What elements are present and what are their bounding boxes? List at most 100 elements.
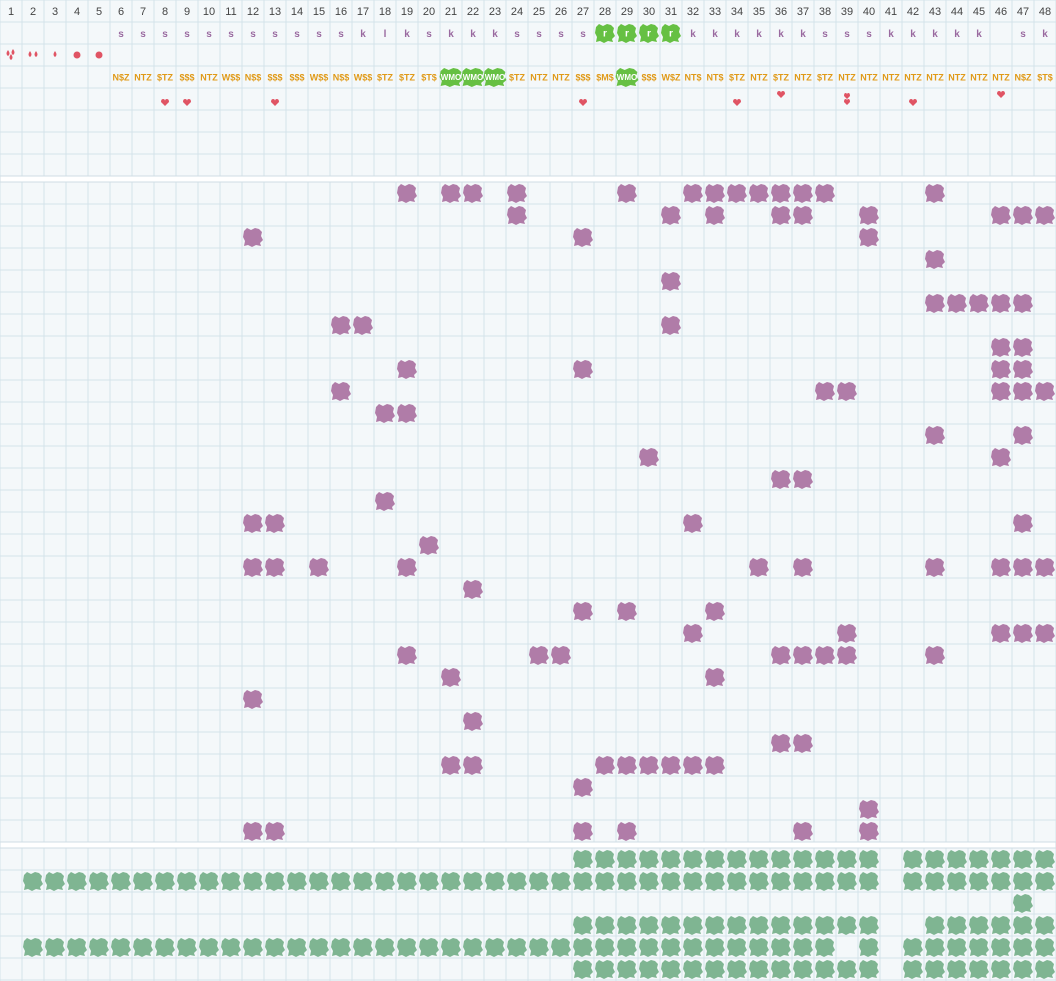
green-block[interactable] [485, 938, 505, 957]
green-block[interactable] [859, 850, 879, 869]
purple-block[interactable] [309, 558, 329, 577]
green-block[interactable] [903, 938, 923, 957]
purple-block[interactable] [1035, 206, 1055, 225]
purple-block[interactable] [815, 646, 835, 665]
green-block[interactable] [89, 938, 109, 957]
purple-block[interactable] [639, 756, 659, 775]
green-block[interactable] [749, 850, 769, 869]
green-block[interactable] [485, 872, 505, 891]
purple-block[interactable] [991, 558, 1011, 577]
green-block[interactable] [969, 916, 989, 935]
green-block[interactable] [529, 872, 549, 891]
green-block[interactable] [683, 872, 703, 891]
green-block[interactable] [947, 938, 967, 957]
green-block[interactable] [639, 916, 659, 935]
green-block[interactable] [903, 872, 923, 891]
green-block[interactable] [661, 938, 681, 957]
green-block[interactable] [419, 872, 439, 891]
green-block[interactable] [595, 938, 615, 957]
purple-block[interactable] [1013, 294, 1033, 313]
green-block[interactable] [67, 938, 87, 957]
purple-block[interactable] [749, 558, 769, 577]
purple-block[interactable] [991, 338, 1011, 357]
purple-block[interactable] [925, 184, 945, 203]
purple-block[interactable] [705, 184, 725, 203]
green-block[interactable] [991, 916, 1011, 935]
green-block[interactable] [375, 938, 395, 957]
purple-block[interactable] [573, 778, 593, 797]
green-block[interactable] [837, 850, 857, 869]
purple-block[interactable] [661, 272, 681, 291]
green-block[interactable] [903, 850, 923, 869]
green-block[interactable] [617, 872, 637, 891]
purple-block[interactable] [991, 624, 1011, 643]
green-block[interactable] [1035, 938, 1055, 957]
green-block[interactable] [991, 872, 1011, 891]
green-block[interactable] [463, 872, 483, 891]
green-block[interactable] [529, 938, 549, 957]
green-block[interactable] [793, 872, 813, 891]
green-block[interactable] [573, 916, 593, 935]
green-block[interactable] [683, 938, 703, 957]
purple-block[interactable] [925, 558, 945, 577]
green-block[interactable] [815, 960, 835, 979]
green-block[interactable] [815, 938, 835, 957]
green-block[interactable] [199, 872, 219, 891]
green-block[interactable] [705, 850, 725, 869]
purple-block[interactable] [991, 382, 1011, 401]
green-block[interactable] [133, 938, 153, 957]
green-block[interactable] [859, 916, 879, 935]
green-block[interactable] [925, 916, 945, 935]
green-block[interactable] [309, 872, 329, 891]
purple-block[interactable] [397, 646, 417, 665]
purple-block[interactable] [551, 646, 571, 665]
purple-block[interactable] [705, 206, 725, 225]
green-block[interactable] [749, 960, 769, 979]
purple-block[interactable] [1035, 624, 1055, 643]
green-block[interactable] [1013, 850, 1033, 869]
purple-block[interactable] [793, 646, 813, 665]
purple-block[interactable] [573, 228, 593, 247]
purple-block[interactable] [397, 360, 417, 379]
green-block[interactable] [595, 916, 615, 935]
green-block[interactable] [683, 916, 703, 935]
green-block[interactable] [749, 938, 769, 957]
green-block[interactable] [23, 872, 43, 891]
green-block[interactable] [111, 938, 131, 957]
green-block[interactable] [375, 872, 395, 891]
green-block[interactable] [397, 872, 417, 891]
purple-block[interactable] [991, 448, 1011, 467]
green-block[interactable] [749, 916, 769, 935]
green-block[interactable] [1013, 916, 1033, 935]
green-block[interactable] [771, 872, 791, 891]
purple-block[interactable] [793, 822, 813, 841]
purple-block[interactable] [991, 294, 1011, 313]
green-block[interactable] [23, 938, 43, 957]
green-block[interactable] [815, 850, 835, 869]
green-block[interactable] [155, 872, 175, 891]
green-block[interactable] [111, 872, 131, 891]
purple-block[interactable] [397, 404, 417, 423]
green-block[interactable] [551, 872, 571, 891]
green-block[interactable] [1013, 894, 1033, 913]
purple-block[interactable] [793, 206, 813, 225]
green-block[interactable] [749, 872, 769, 891]
purple-block[interactable] [925, 250, 945, 269]
green-block[interactable] [727, 938, 747, 957]
green-block[interactable] [771, 850, 791, 869]
green-block[interactable] [639, 960, 659, 979]
green-block[interactable] [1035, 916, 1055, 935]
green-block[interactable] [947, 960, 967, 979]
green-block[interactable] [133, 872, 153, 891]
green-block[interactable] [309, 938, 329, 957]
purple-block[interactable] [265, 822, 285, 841]
green-block[interactable] [947, 872, 967, 891]
purple-block[interactable] [595, 756, 615, 775]
green-block[interactable] [67, 872, 87, 891]
purple-block[interactable] [397, 184, 417, 203]
purple-block[interactable] [683, 514, 703, 533]
purple-block[interactable] [463, 756, 483, 775]
green-block[interactable] [573, 960, 593, 979]
green-block[interactable] [925, 850, 945, 869]
green-block[interactable] [925, 960, 945, 979]
